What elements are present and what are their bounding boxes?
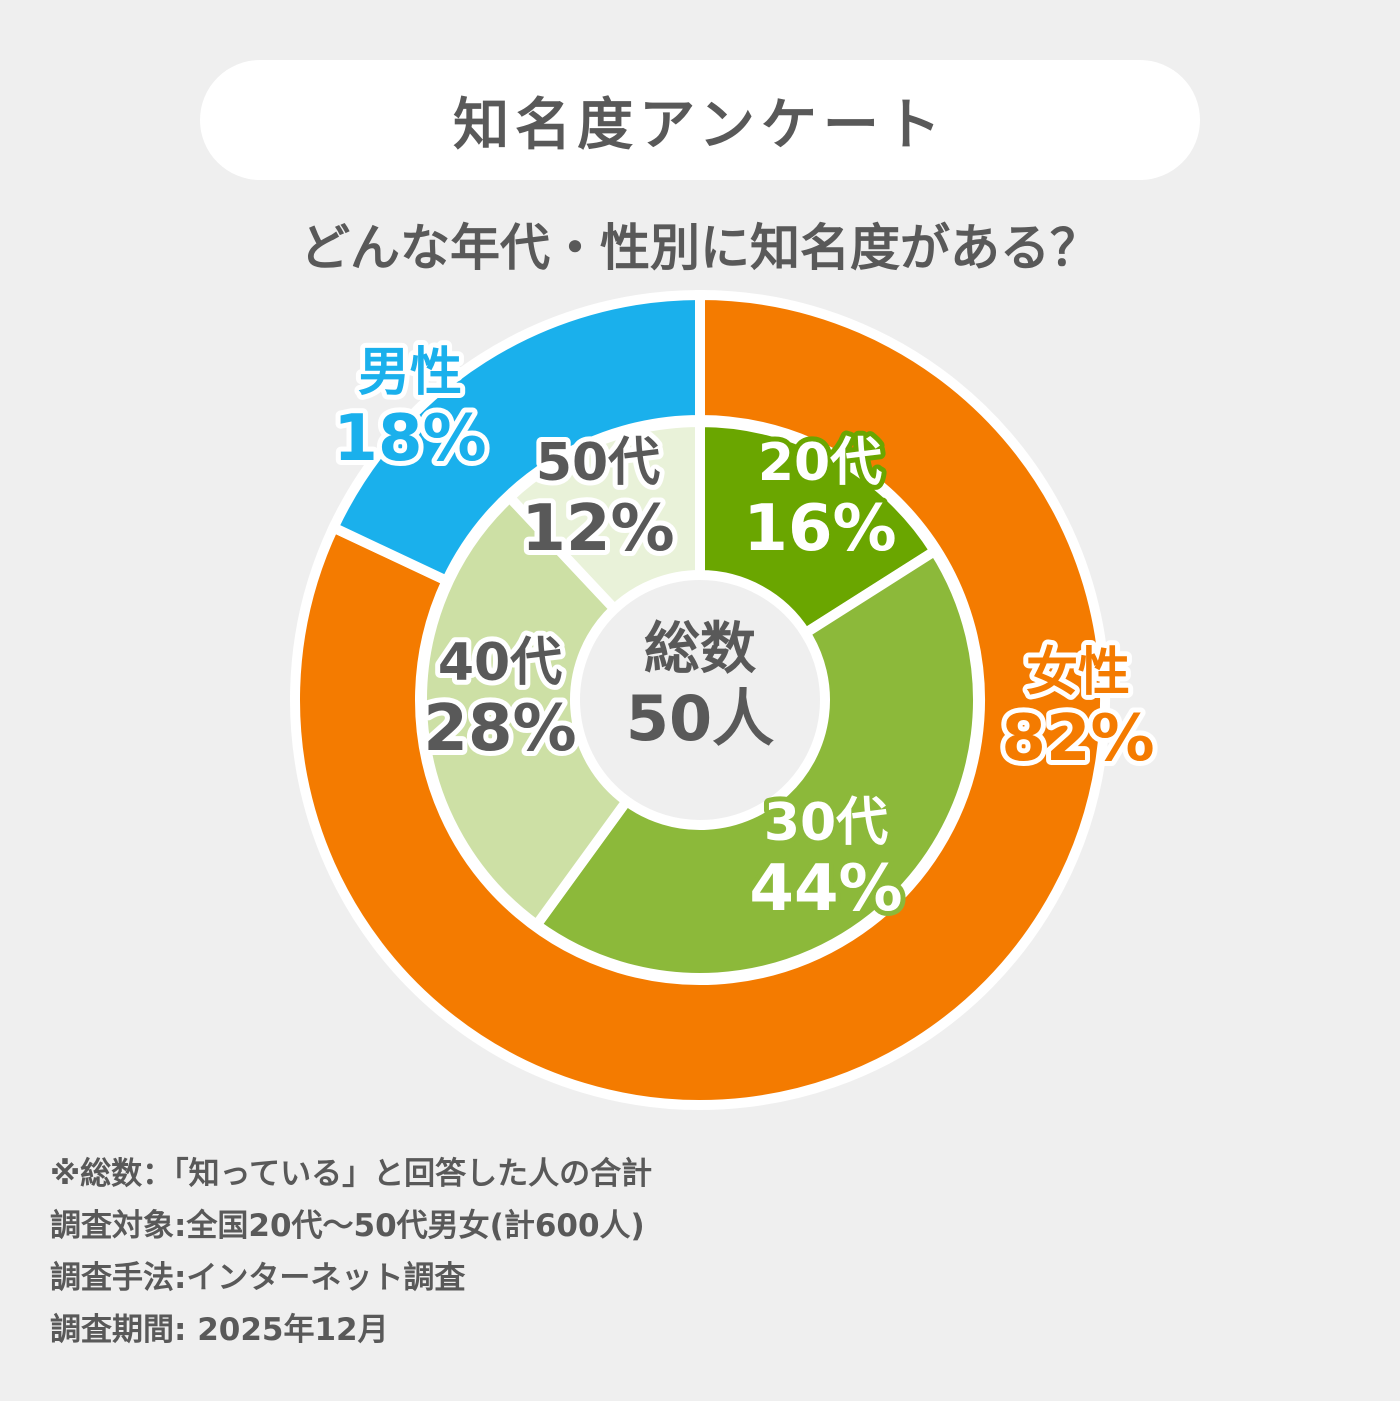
chart-title: 知名度アンケート: [453, 92, 947, 158]
note-method: 調査手法:インターネット調査: [50, 1260, 466, 1296]
center-total-label: 総数: [644, 617, 756, 682]
inner-slice-3-percent-label: 28%: [423, 692, 576, 766]
note-period: 調査期間: 2025年12月: [50, 1312, 389, 1348]
inner-slice-4-name-label: 50代: [536, 433, 660, 493]
inner-ring-slice-2: [529, 544, 983, 983]
outer-slice-1-name-label: 女性: [1026, 643, 1130, 703]
inner-slice-1-percent-label: 16%: [743, 492, 896, 566]
title-pill: 知名度アンケート: [200, 60, 1200, 180]
survey-notes: ※総数：「知っている」と回答した人の合計 調査対象:全国20代～50代男女(計6…: [50, 1148, 652, 1356]
chart-subtitle: どんな年代・性別に知名度がある？: [300, 219, 1100, 277]
note-target: 調査対象:全国20代～50代男女(計600人): [50, 1208, 645, 1244]
inner-ring-slice-3: [417, 490, 634, 932]
inner-slice-2-name-label: 30代: [764, 793, 888, 853]
inner-slice-2-percent-label: 44%: [749, 852, 902, 926]
inner-slice-3-name-label: 40代: [438, 633, 562, 693]
outer-slice-2-name-label: 男性: [358, 343, 462, 403]
outer-slice-1-percent-label: 82%: [1001, 702, 1154, 776]
inner-slice-1-name-label: 20代: [758, 433, 882, 493]
center-total-value: 50人: [626, 682, 774, 755]
inner-ring-slice-1: [695, 416, 942, 640]
note-total: ※総数：「知っている」と回答した人の合計: [50, 1156, 653, 1192]
inner-slice-4-percent-label: 12%: [521, 492, 674, 566]
inner-ring-slice-4: [502, 416, 705, 616]
outer-slice-2-percent-label: 18%: [333, 402, 486, 476]
